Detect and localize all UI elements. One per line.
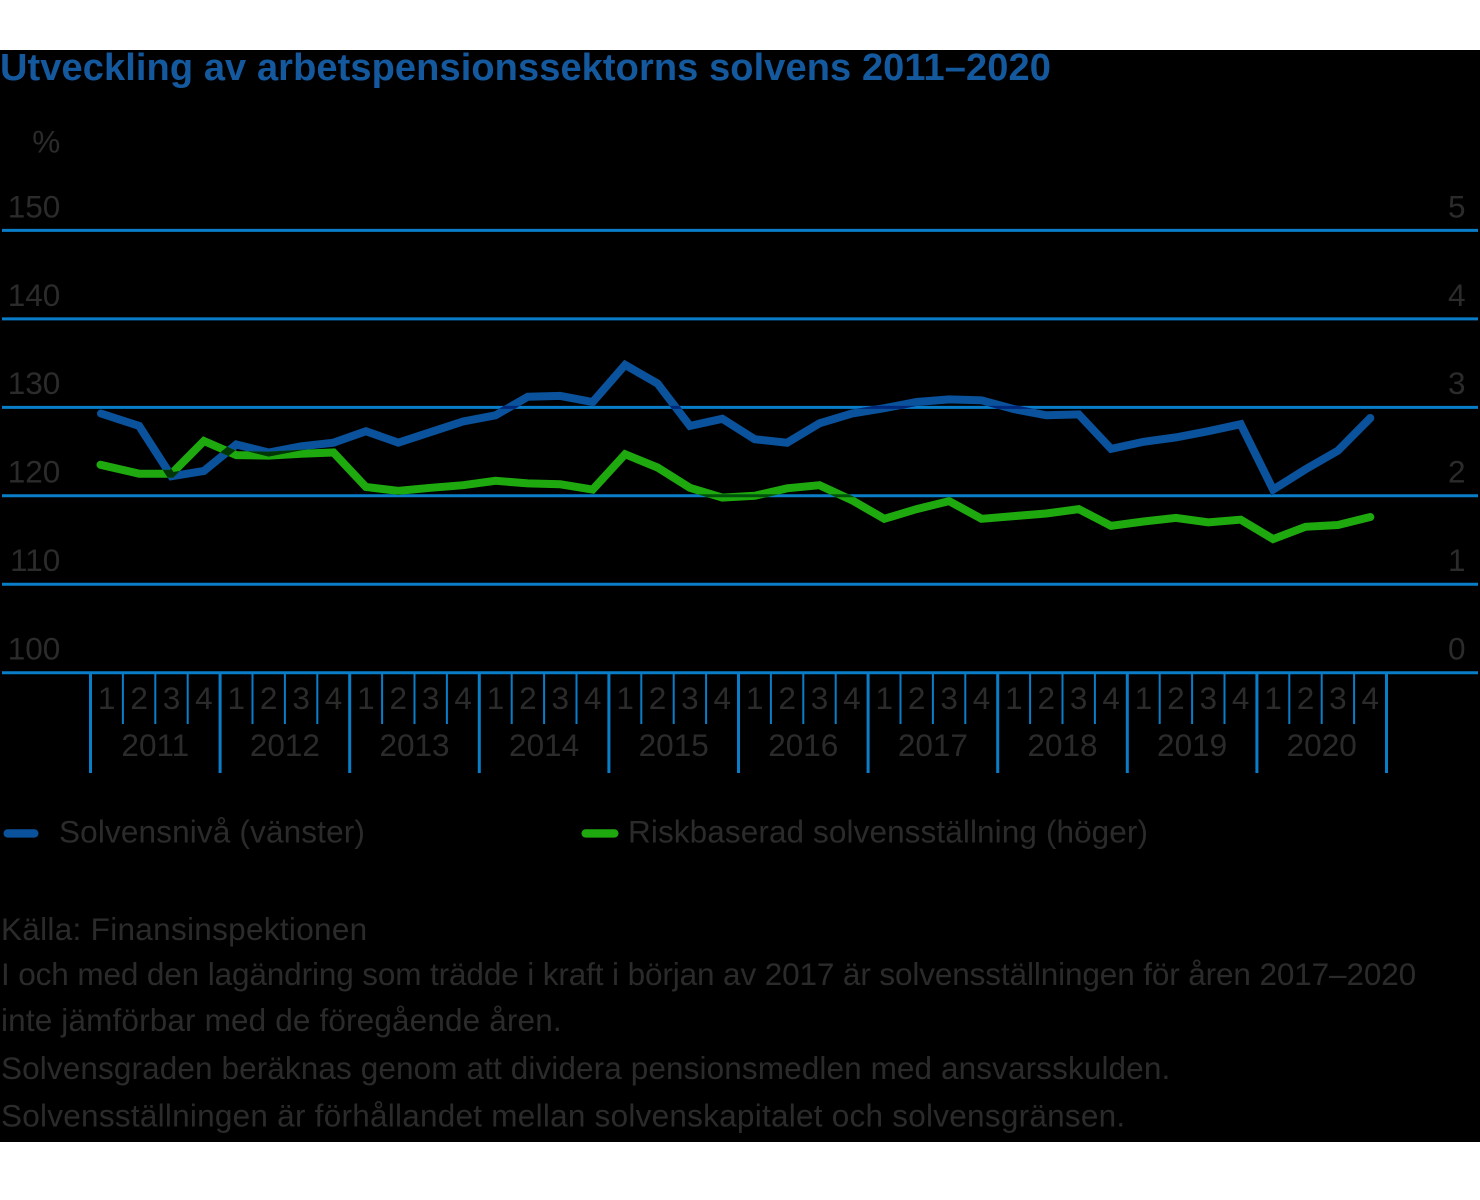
svg-text:2: 2 [1167, 680, 1185, 716]
svg-text:2: 2 [649, 680, 667, 716]
svg-text:4: 4 [195, 680, 213, 716]
svg-text:2016: 2016 [768, 727, 838, 763]
svg-text:3: 3 [811, 680, 829, 716]
svg-text:2015: 2015 [639, 727, 709, 763]
svg-text:I och med den lagändring som t: I och med den lagändring som trädde i kr… [1, 956, 1416, 992]
svg-text:4: 4 [584, 680, 602, 716]
svg-text:1: 1 [1264, 680, 1282, 716]
svg-text:4: 4 [325, 680, 343, 716]
svg-text:1: 1 [1448, 542, 1466, 578]
svg-text:4: 4 [1232, 680, 1250, 716]
svg-text:2: 2 [908, 680, 926, 716]
svg-text:3: 3 [552, 680, 570, 716]
svg-text:Solvensställningen är förhålla: Solvensställningen är förhållandet mella… [1, 1098, 1125, 1134]
svg-text:3: 3 [163, 680, 181, 716]
svg-text:120: 120 [8, 454, 61, 490]
svg-text:4: 4 [714, 680, 732, 716]
svg-text:3: 3 [292, 680, 310, 716]
svg-text:100: 100 [8, 631, 61, 667]
svg-text:2013: 2013 [379, 727, 449, 763]
svg-text:3: 3 [681, 680, 699, 716]
svg-text:1: 1 [616, 680, 634, 716]
svg-text:2: 2 [390, 680, 408, 716]
svg-text:Utveckling av arbetspensionsse: Utveckling av arbetspensionssektorns sol… [0, 47, 1051, 89]
svg-text:1: 1 [1005, 680, 1023, 716]
svg-text:2: 2 [519, 680, 537, 716]
svg-text:inte jämförbar med de föregåen: inte jämförbar med de föregående åren. [1, 1002, 562, 1038]
svg-text:1: 1 [98, 680, 116, 716]
svg-text:2014: 2014 [509, 727, 579, 763]
svg-text:1: 1 [876, 680, 894, 716]
svg-text:2020: 2020 [1287, 727, 1357, 763]
svg-text:Solvensgraden beräknas genom a: Solvensgraden beräknas genom att divider… [1, 1050, 1170, 1086]
svg-text:%: % [32, 123, 60, 159]
svg-text:Källa: Finansinspektionen: Källa: Finansinspektionen [1, 911, 367, 947]
svg-text:3: 3 [1200, 680, 1218, 716]
svg-text:4: 4 [973, 680, 991, 716]
svg-text:Riskbaserad solvensställning (: Riskbaserad solvensställning (höger) [628, 814, 1148, 850]
svg-text:0: 0 [1448, 631, 1466, 667]
svg-text:2019: 2019 [1157, 727, 1227, 763]
svg-text:110: 110 [10, 542, 60, 578]
svg-text:2017: 2017 [898, 727, 968, 763]
svg-text:4: 4 [454, 680, 472, 716]
svg-text:2018: 2018 [1027, 727, 1097, 763]
svg-text:1: 1 [228, 680, 246, 716]
svg-text:140: 140 [8, 277, 61, 313]
svg-text:2: 2 [778, 680, 796, 716]
svg-text:3: 3 [1448, 365, 1466, 401]
svg-text:3: 3 [940, 680, 958, 716]
svg-text:2: 2 [1297, 680, 1315, 716]
svg-text:2: 2 [260, 680, 278, 716]
svg-text:2: 2 [1038, 680, 1056, 716]
svg-text:2012: 2012 [250, 727, 320, 763]
svg-text:3: 3 [1329, 680, 1347, 716]
svg-text:1: 1 [1135, 680, 1153, 716]
svg-text:150: 150 [8, 188, 61, 224]
svg-text:2011: 2011 [121, 727, 189, 763]
svg-text:Solvensnivå (vänster): Solvensnivå (vänster) [59, 814, 365, 850]
svg-text:4: 4 [1102, 680, 1120, 716]
svg-text:3: 3 [1070, 680, 1088, 716]
svg-text:5: 5 [1448, 188, 1466, 224]
svg-text:4: 4 [843, 680, 861, 716]
svg-text:4: 4 [1448, 277, 1466, 313]
svg-text:2: 2 [1448, 454, 1466, 490]
svg-text:2: 2 [130, 680, 148, 716]
svg-text:1: 1 [357, 680, 375, 716]
svg-text:4: 4 [1362, 680, 1380, 716]
svg-text:130: 130 [8, 365, 61, 401]
svg-text:3: 3 [422, 680, 440, 716]
svg-text:1: 1 [487, 680, 505, 716]
svg-text:1: 1 [746, 680, 764, 716]
